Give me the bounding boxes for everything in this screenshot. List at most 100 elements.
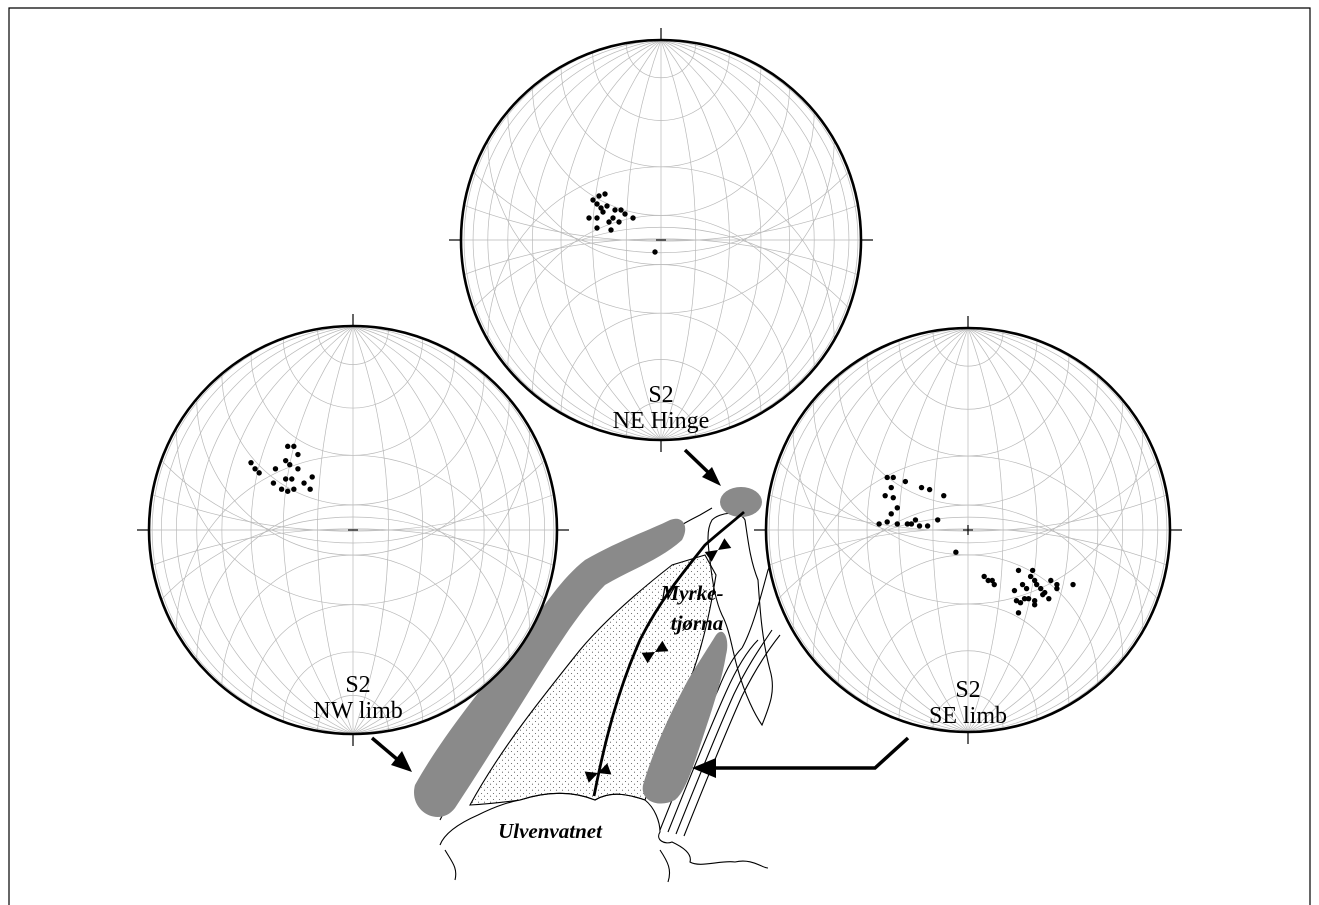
pole-point bbox=[1015, 610, 1022, 616]
fold-symbol-middle bbox=[641, 640, 669, 664]
pole-point bbox=[1021, 595, 1028, 602]
pole-point bbox=[1054, 585, 1060, 592]
pole-point bbox=[1027, 573, 1034, 580]
pole-point bbox=[1029, 567, 1036, 574]
pole-point bbox=[278, 486, 285, 492]
pole-point bbox=[604, 203, 610, 209]
pole-point bbox=[1031, 598, 1038, 604]
pole-point bbox=[287, 462, 293, 468]
nw-limb-subtitle: NW limb bbox=[313, 698, 403, 724]
pole-point bbox=[1031, 577, 1038, 584]
pole-point bbox=[924, 523, 931, 529]
pole-point bbox=[1038, 585, 1044, 592]
pole-point bbox=[590, 197, 596, 203]
pole-point bbox=[890, 474, 896, 481]
pole-point bbox=[918, 484, 925, 491]
gray-band-nw-limb bbox=[414, 518, 686, 817]
pole-point bbox=[301, 480, 307, 486]
pole-point bbox=[608, 227, 614, 233]
label-myrketjorna-line2: tjørna bbox=[671, 611, 724, 635]
nw-limb-title: S2 bbox=[345, 672, 370, 698]
pole-point bbox=[985, 577, 991, 584]
pole-point bbox=[888, 511, 894, 517]
arrow-nw-limb bbox=[370, 736, 412, 772]
pole-point bbox=[1023, 585, 1030, 592]
pole-point bbox=[916, 523, 923, 529]
pole-point bbox=[894, 505, 900, 511]
pole-point bbox=[1033, 581, 1040, 588]
fold-axial-trace bbox=[592, 510, 745, 797]
pole-point bbox=[1019, 581, 1026, 588]
pole-point bbox=[272, 466, 279, 472]
pole-point bbox=[1017, 600, 1024, 606]
pole-point bbox=[1048, 577, 1054, 584]
se-limb-subtitle: SE limb bbox=[929, 703, 1007, 729]
pole-point bbox=[884, 519, 890, 525]
pole-point bbox=[904, 521, 911, 527]
pole-point bbox=[616, 219, 622, 225]
arrow-se-limb bbox=[692, 736, 910, 778]
arrows bbox=[370, 448, 910, 778]
pole-point bbox=[1013, 598, 1020, 604]
pole-point bbox=[941, 492, 947, 499]
pole-point bbox=[991, 581, 997, 588]
pole-point bbox=[602, 191, 608, 197]
shoreline-south bbox=[444, 849, 671, 883]
pole-point bbox=[989, 577, 995, 584]
pole-point bbox=[598, 205, 604, 211]
lake-myrketjorna bbox=[707, 512, 773, 727]
pole-point bbox=[1040, 591, 1046, 598]
gray-band-ne-hinge bbox=[720, 487, 762, 517]
gray-band-se-limb bbox=[642, 631, 728, 804]
pole-point bbox=[1015, 567, 1022, 574]
pole-point bbox=[606, 219, 612, 225]
figure-frame bbox=[8, 7, 1311, 905]
pole-point bbox=[1011, 587, 1018, 594]
ne-hinge-subtitle: NE Hinge bbox=[613, 408, 710, 434]
pole-point bbox=[1054, 581, 1060, 588]
arrow-ne-hinge bbox=[683, 448, 721, 486]
pole-point bbox=[618, 207, 624, 213]
pole-point bbox=[630, 215, 636, 221]
pole-point bbox=[908, 521, 915, 527]
pole-point bbox=[876, 521, 882, 527]
label-ulvenvatnet: Ulvenvatnet bbox=[498, 819, 603, 843]
pole-point bbox=[612, 207, 618, 213]
label-myrketjorna-line1: Myrke- bbox=[660, 581, 724, 605]
pole-point bbox=[935, 517, 941, 523]
layering-east-2 bbox=[667, 639, 759, 833]
pole-point bbox=[282, 457, 289, 464]
stereonet-nw-limb bbox=[137, 314, 569, 746]
fold-symbol-north bbox=[704, 538, 732, 562]
pole-point bbox=[912, 517, 919, 523]
pole-point bbox=[610, 215, 616, 221]
pole-point bbox=[309, 474, 315, 480]
pole-point bbox=[1070, 581, 1076, 588]
pole-point bbox=[622, 211, 628, 217]
pole-point bbox=[596, 193, 602, 199]
pole-point bbox=[248, 459, 254, 466]
pole-point bbox=[953, 549, 959, 555]
pole-point bbox=[981, 573, 987, 580]
pole-point bbox=[586, 215, 592, 221]
pole-point bbox=[285, 488, 291, 494]
pole-point bbox=[256, 470, 262, 476]
stereonet-ne-hinge bbox=[449, 28, 873, 452]
ne-hinge-title: S2 bbox=[648, 382, 673, 408]
pole-point bbox=[594, 201, 600, 207]
pole-point bbox=[594, 225, 600, 231]
pole-point bbox=[594, 215, 600, 221]
geological-map: Myrke- tjørna Ulvenvatnet bbox=[414, 487, 783, 883]
stereonet-se-limb bbox=[754, 316, 1182, 744]
pole-point bbox=[291, 486, 297, 492]
pole-point bbox=[926, 486, 933, 493]
pole-point bbox=[1025, 595, 1032, 602]
pole-point bbox=[295, 466, 301, 472]
pole-point bbox=[289, 476, 295, 482]
layering-east-3 bbox=[675, 629, 773, 835]
pole-point bbox=[652, 249, 658, 255]
pole-point bbox=[295, 451, 301, 458]
pole-point bbox=[884, 474, 890, 481]
pole-point bbox=[252, 466, 258, 472]
